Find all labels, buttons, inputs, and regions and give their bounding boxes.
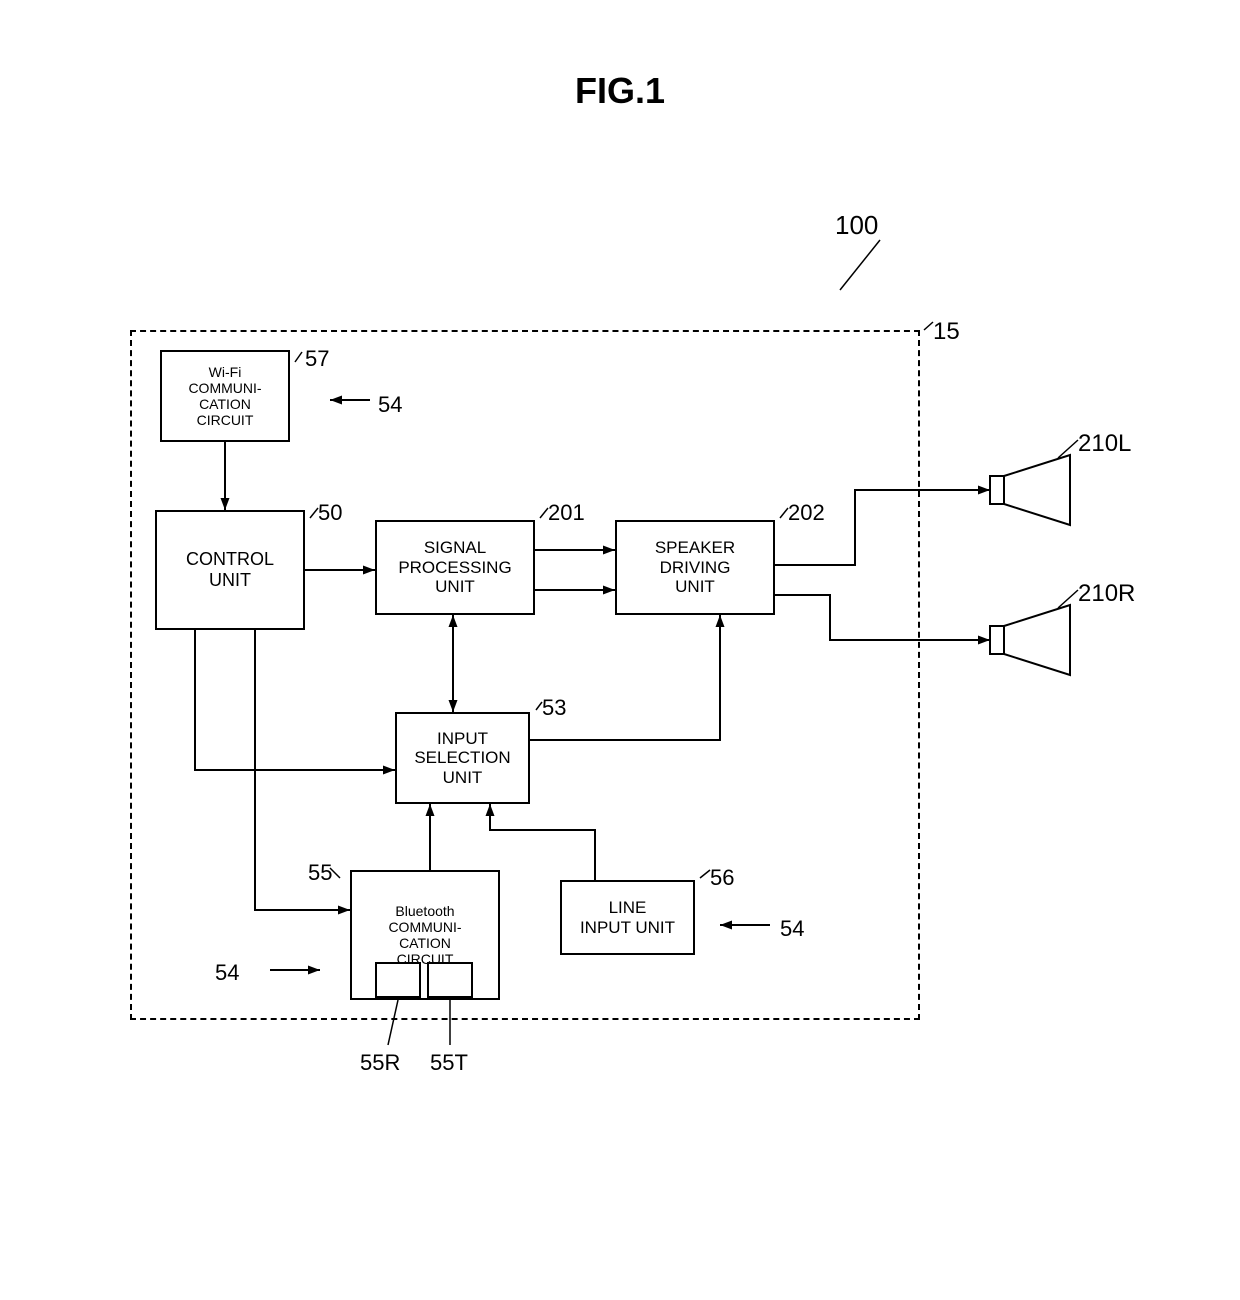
block-wifi: Wi-FiCOMMUNI-CATIONCIRCUIT	[160, 350, 290, 442]
ref-57: 57	[305, 346, 329, 372]
diagram-canvas: FIG.1 Wi-FiCOMMUNI-CATIONCIRCUIT CONTROLUN…	[0, 0, 1240, 1300]
ref-100: 100	[835, 210, 878, 241]
ref-54b: 54	[780, 916, 804, 942]
ref-55: 55	[308, 860, 332, 886]
block-input: INPUTSELECTIONUNIT	[395, 712, 530, 804]
block-bt: BluetoothCOMMUNI-CATIONCIRCUIT	[350, 870, 500, 1000]
block-line: LINEINPUT UNIT	[560, 880, 695, 955]
ref-54c: 54	[215, 960, 239, 986]
ref-53: 53	[542, 695, 566, 721]
block-control: CONTROLUNIT	[155, 510, 305, 630]
ref-54a: 54	[378, 392, 402, 418]
block-signal: SIGNALPROCESSINGUNIT	[375, 520, 535, 615]
ref-201: 201	[548, 500, 585, 526]
figure-title: FIG.1	[0, 70, 1240, 112]
ref-210L: 210L	[1078, 430, 1131, 458]
bt-inner-left	[375, 962, 421, 998]
ref-50: 50	[318, 500, 342, 526]
ref-55R: 55R	[360, 1050, 400, 1076]
ref-210R: 210R	[1078, 580, 1135, 608]
bt-inner-right	[427, 962, 473, 998]
ref-56: 56	[710, 865, 734, 891]
block-speaker: SPEAKERDRIVINGUNIT	[615, 520, 775, 615]
ref-202: 202	[788, 500, 825, 526]
ref-15: 15	[933, 318, 960, 346]
ref-55T: 55T	[430, 1050, 468, 1076]
